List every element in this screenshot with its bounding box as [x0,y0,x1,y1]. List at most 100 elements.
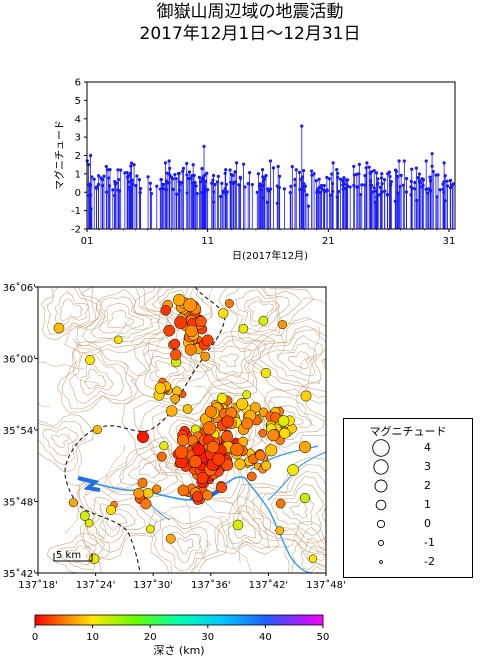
colorbar-tick-label: 10 [86,632,99,643]
earthquake-marker [163,324,176,337]
ts-event-point [355,185,359,189]
ts-event-point [202,173,207,177]
ts-event-point [163,161,168,165]
contour-line [46,532,105,573]
ts-event-point [213,182,217,187]
map-lat-label: 36˚00' [3,354,36,366]
map-lon-label: 137˚24' [76,579,116,591]
ts-event-point [387,170,392,174]
contour-line [41,287,106,341]
ts-event-point [211,173,216,178]
legend-row: 0 [344,515,472,533]
earthquake-marker [230,442,244,457]
earthquake-marker [300,390,312,402]
legend-symbol [377,539,384,546]
legend-label: -2 [424,555,435,568]
contour-line [50,433,69,449]
contour-line [123,336,164,377]
ts-event-point [89,153,93,158]
ts-ytick-label: 4 [75,114,81,125]
ts-event-point [177,171,181,175]
map-lat-label: 35˚48' [3,497,36,509]
earthquake-marker [206,440,220,454]
legend-title: マグニチュード [369,425,447,438]
ts-event-point [443,174,447,178]
earthquake-marker [192,443,206,457]
contour-line [64,287,177,357]
contour-line [79,362,114,396]
contour-line [154,360,179,380]
ts-event-point [159,177,163,182]
ts-event-point [429,178,433,182]
earthquake-marker [174,445,189,459]
ts-event-point [327,177,331,181]
colorbar-tick-label: 40 [259,632,272,643]
earthquake-marker [267,429,280,442]
ts-event-point [445,184,450,188]
epicenter-map: 36˚06' 36˚00' 35˚54' 35˚48' 35˚42'137˚18' 137… [3,282,346,591]
ts-event-point [117,177,121,182]
earthquake-marker [238,323,249,334]
ts-event-point [371,190,375,194]
ts-event-point [221,190,225,195]
ts-event-point [224,182,228,187]
ts-event-point [165,171,169,175]
earthquake-marker [216,481,228,494]
scale-bar: 5 km [53,550,93,562]
ts-event-point [194,184,198,188]
ts-event-point [212,190,216,194]
legend-symbol [374,479,388,493]
ts-event-point [111,188,115,192]
ts-event-point [131,182,135,186]
earthquake-marker [236,397,249,411]
ts-event-point [132,163,136,167]
ts-event-point [325,175,329,179]
ts-event-point [414,166,418,170]
ts-event-point [417,172,422,176]
earthquake-marker [152,484,162,494]
contour-line [82,497,107,550]
contour-line [57,340,139,413]
ts-event-point [399,173,403,178]
contour-line [42,426,79,456]
ts-xlabel: 日(2017年12月) [232,249,308,262]
earthquake-marker [212,452,226,466]
magnitude-legend: マグニチュード 4 3 2 1 0 -1 -2 [343,418,473,578]
ts-event-point [216,174,220,178]
ts-event-point [97,174,101,178]
ts-event-point [192,173,196,177]
ts-event-point [260,168,265,172]
earthquake-marker [195,315,207,328]
ts-event-point [418,181,422,185]
contour-line [68,433,88,496]
ts-event-point [228,168,232,172]
ts-event-point [235,161,239,165]
ts-event-point [271,166,276,170]
ts-event-point [336,171,340,175]
ts-ytick-label: 0 [75,188,81,199]
title-line-2: 2017年12月1日～12月31日 [139,24,361,44]
ts-event-point [167,159,171,163]
ts-event-point [348,185,352,189]
ts-ylabel: マグニチュード [53,120,66,190]
ts-ytick-label: 2 [75,151,81,162]
ts-event-point [317,177,321,181]
ts-event-point [305,193,309,197]
colorbar-label: 深さ (km) [153,644,204,657]
earthquake-marker [166,405,178,417]
ts-event-point [358,193,362,197]
legend-row: 3 [344,458,472,476]
ts-event-point [346,178,350,182]
ts-event-point [357,162,361,166]
earthquake-marker [188,455,202,469]
legend-circle [375,499,387,511]
ts-event-point [276,164,280,169]
ts-event-point [171,187,175,191]
map-lat-label: 36˚06' [3,282,36,294]
colorbar-gradient [34,614,324,626]
ts-event-point [335,168,339,172]
earthquake-marker [185,324,198,338]
ts-event-point [195,191,199,196]
ts-event-point [104,164,108,169]
contour-line [190,539,208,573]
